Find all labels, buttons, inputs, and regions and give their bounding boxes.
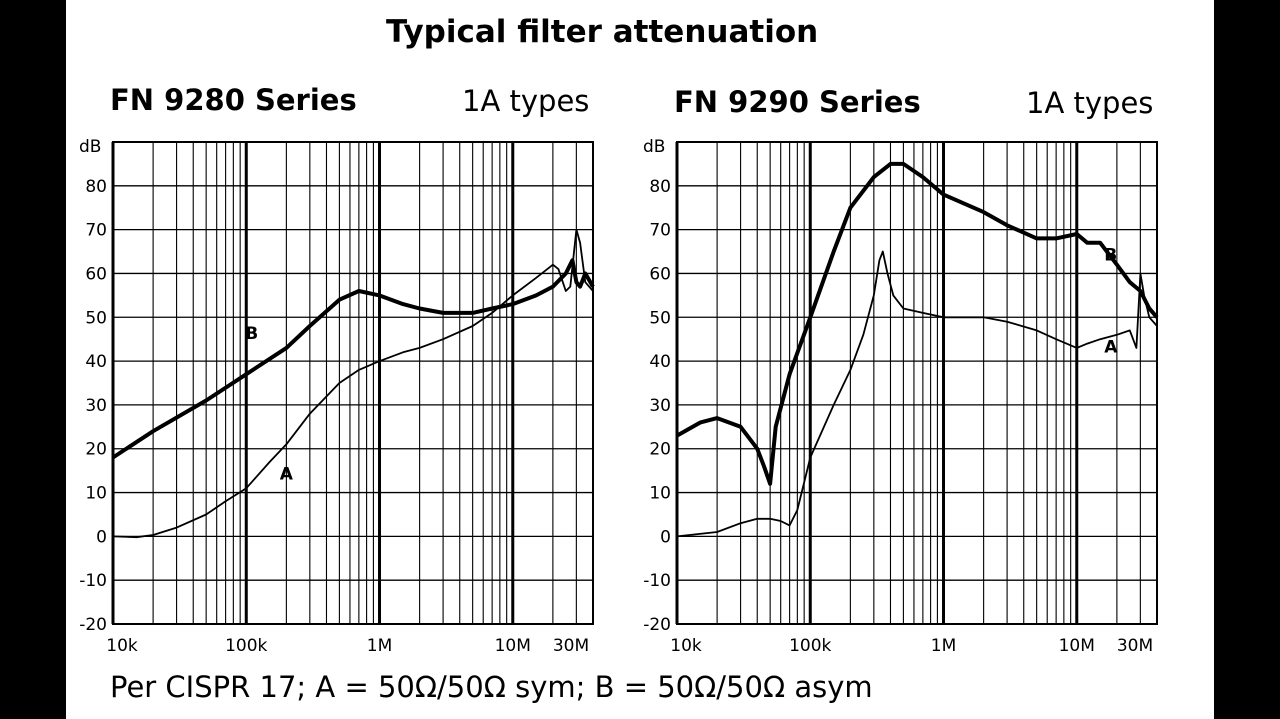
page-title: Typical filter attenuation [386,14,819,50]
footnote: Per CISPR 17; A = 50Ω/50Ω sym; B = 50Ω/5… [110,670,873,704]
y-tick-label: 30 [649,396,671,416]
y-tick-label: 50 [649,308,671,328]
series-a-line [112,228,594,539]
y-tick-label: -10 [643,571,671,591]
y-tick-label: 20 [85,440,107,460]
x-tick-label: 100k [225,636,267,656]
x-tick-label: 10k [106,636,138,656]
x-tick-label: 30M [1117,636,1153,656]
chart-1-grid [111,142,594,625]
x-tick-label: 10k [670,636,702,656]
y-tick-label: -10 [79,571,107,591]
x-tick-label: 100k [789,636,831,656]
series-b-line [111,258,595,460]
y-tick-label: 60 [649,264,671,284]
y-axis-label: dB [643,137,665,157]
x-tick-label: 10M [1059,636,1095,656]
y-tick-label: 30 [85,396,107,416]
y-tick-label: 10 [85,484,107,504]
y-tick-label: 40 [85,352,107,372]
series-a-line [676,250,1158,538]
y-tick-label: -20 [79,615,107,635]
figure-panel: Typical filter attenuation FN 9280 Serie… [66,0,1214,719]
y-tick-label: 80 [649,177,671,197]
y-tick-label: 0 [96,527,107,547]
y-tick-label: 0 [660,527,671,547]
x-tick-label: 1M [367,636,392,656]
series-a-label: A [1104,337,1118,357]
series-a-label: A [280,464,294,484]
series-b-label: B [245,324,258,344]
y-tick-label: 70 [649,221,671,241]
y-tick-label: 60 [85,264,107,284]
chart-2-title: FN 9290 Series [674,85,921,119]
x-tick-label: 1M [931,636,956,656]
x-tick-label: 10M [495,636,531,656]
y-tick-label: -20 [643,615,671,635]
chart-1-title: FN 9280 Series [110,83,357,117]
series-b-line [676,161,1159,486]
plot-frame [112,141,594,625]
plot-frame [676,141,1158,625]
chart-1: dB -20 -10 0 10 20 30 40 50 60 70 80 10k 100k 1M 10M 30M… [79,137,595,656]
series-b-label: B [1104,245,1117,265]
chart-1-subtitle: 1A types [462,84,590,118]
chart-2: dB -20 -10 0 10 20 30 40 50 60 70 80 10k 100k 1M 10M 30M… [643,137,1159,656]
y-tick-label: 70 [85,221,107,241]
y-tick-label: 40 [649,352,671,372]
y-axis-label: dB [79,137,101,157]
y-tick-label: 50 [85,308,107,328]
y-tick-label: 80 [85,177,107,197]
chart-2-subtitle: 1A types [1026,86,1154,120]
x-tick-label: 30M [553,636,589,656]
y-tick-label: 10 [649,484,671,504]
y-tick-label: 20 [649,440,671,460]
chart-2-grid [675,142,1158,625]
